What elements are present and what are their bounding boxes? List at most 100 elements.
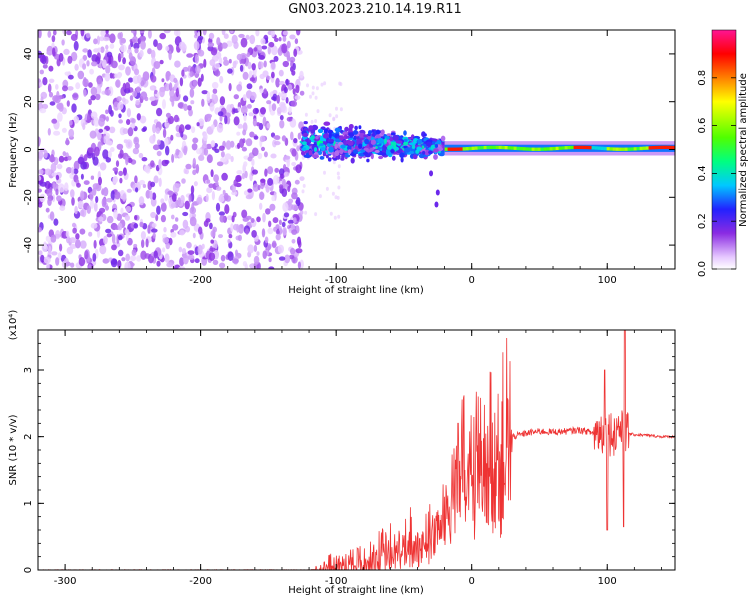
noise-speck bbox=[208, 32, 215, 40]
noise-speck bbox=[121, 257, 126, 262]
noise-speck bbox=[163, 30, 171, 34]
noise-speck bbox=[66, 100, 70, 107]
noise-speck bbox=[211, 81, 219, 89]
noise-speck bbox=[115, 160, 120, 168]
noise-speck bbox=[77, 156, 85, 165]
noise-speck bbox=[72, 227, 77, 234]
noise-speck bbox=[95, 93, 101, 101]
band-speck bbox=[327, 129, 334, 134]
noise-speck bbox=[291, 70, 296, 76]
noise-speck bbox=[235, 175, 242, 183]
band-cell bbox=[579, 145, 583, 150]
noise-speck bbox=[219, 114, 223, 122]
noise-speck bbox=[137, 74, 142, 84]
noise-speck bbox=[193, 41, 200, 51]
noise-speck bbox=[211, 124, 215, 130]
band-speck bbox=[378, 155, 384, 160]
noise-speck bbox=[142, 184, 147, 188]
band-speck bbox=[340, 157, 345, 161]
noise-speck bbox=[332, 117, 336, 122]
noise-speck bbox=[311, 91, 315, 96]
noise-speck bbox=[175, 217, 179, 222]
noise-speck bbox=[109, 126, 116, 134]
band-cell bbox=[513, 146, 517, 150]
noise-speck bbox=[249, 34, 256, 45]
noise-speck bbox=[122, 167, 127, 176]
noise-speck bbox=[185, 163, 192, 170]
x-tick-label: 0 bbox=[469, 576, 475, 587]
noise-speck bbox=[242, 129, 247, 136]
noise-speck bbox=[136, 113, 141, 121]
noise-speck bbox=[104, 89, 111, 96]
noise-speck bbox=[116, 96, 122, 102]
noise-speck bbox=[325, 186, 329, 191]
noise-speck bbox=[191, 143, 198, 151]
band-cell bbox=[540, 147, 544, 151]
noise-speck bbox=[156, 107, 163, 117]
band-speck bbox=[403, 130, 407, 136]
noise-speck bbox=[241, 209, 248, 219]
noise-speck bbox=[62, 30, 67, 35]
noise-speck bbox=[224, 192, 229, 201]
band-speck bbox=[313, 147, 318, 152]
noise-speck bbox=[173, 30, 179, 36]
band-cell bbox=[489, 145, 493, 150]
noise-speck bbox=[188, 194, 192, 203]
band-speck bbox=[374, 150, 380, 153]
noise-speck bbox=[52, 47, 56, 57]
noise-speck bbox=[270, 153, 277, 159]
noise-speck bbox=[90, 95, 96, 101]
noise-speck bbox=[38, 150, 44, 160]
noise-speck bbox=[55, 84, 59, 90]
noise-speck bbox=[89, 130, 97, 139]
snr-frame bbox=[37, 329, 676, 571]
noise-speck bbox=[241, 146, 247, 152]
noise-speck bbox=[51, 251, 58, 256]
band-cell bbox=[621, 147, 625, 151]
noise-speck bbox=[70, 189, 75, 198]
noise-speck bbox=[153, 61, 161, 69]
noise-speck bbox=[212, 259, 219, 265]
noise-speck bbox=[267, 46, 271, 55]
noise-speck bbox=[118, 113, 122, 119]
noise-speck bbox=[38, 188, 42, 193]
noise-speck bbox=[149, 96, 156, 102]
noise-speck bbox=[69, 237, 77, 244]
band-cell bbox=[555, 146, 559, 151]
band-speck bbox=[301, 147, 307, 152]
noise-speck bbox=[191, 202, 195, 213]
band-speck bbox=[334, 127, 341, 133]
noise-speck bbox=[102, 36, 110, 42]
noise-speck bbox=[83, 180, 90, 186]
band-cell bbox=[657, 145, 661, 150]
noise-speck bbox=[102, 59, 107, 69]
noise-speck bbox=[252, 169, 258, 175]
noise-speck bbox=[245, 194, 253, 200]
noise-speck bbox=[281, 221, 286, 228]
band-cell bbox=[591, 146, 595, 150]
noise-speck bbox=[214, 63, 221, 69]
band-speck bbox=[354, 125, 358, 131]
y-tick-label: 1 bbox=[23, 500, 34, 506]
noise-speck bbox=[339, 82, 343, 87]
band-speck bbox=[412, 154, 418, 160]
noise-speck bbox=[246, 104, 252, 109]
snr-axes: -300 -200 -100 0 100 0 1 2 3 bbox=[23, 330, 675, 587]
noise-speck bbox=[189, 216, 197, 227]
band-cell bbox=[522, 147, 526, 151]
band-speck bbox=[303, 121, 308, 125]
noise-speck bbox=[192, 169, 197, 176]
noise-speck bbox=[134, 47, 139, 54]
band-cell bbox=[606, 147, 610, 151]
noise-speck bbox=[83, 154, 88, 162]
noise-speck bbox=[267, 227, 274, 235]
noise-speck bbox=[306, 83, 309, 88]
snr-series-line bbox=[38, 330, 675, 570]
noise-speck bbox=[91, 54, 98, 63]
band-speck bbox=[345, 135, 350, 139]
noise-speck bbox=[314, 95, 318, 100]
noise-speck bbox=[247, 61, 252, 70]
noise-speck bbox=[177, 197, 181, 206]
x-tick-label: -100 bbox=[325, 576, 348, 587]
noise-speck bbox=[190, 185, 195, 195]
